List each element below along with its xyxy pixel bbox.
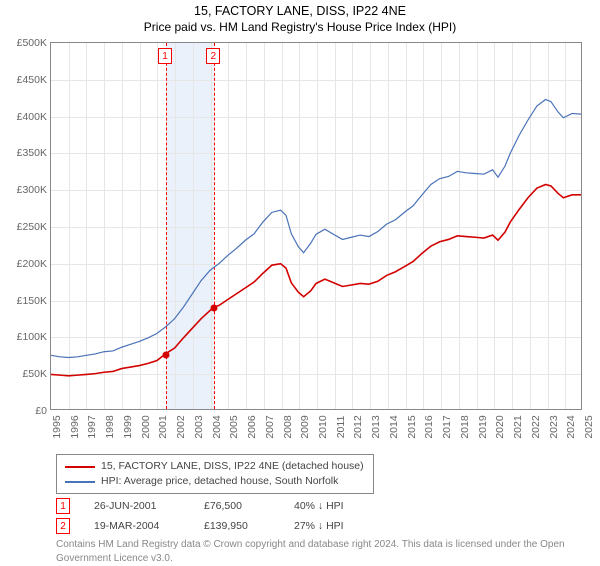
chart-title-address: 15, FACTORY LANE, DISS, IP22 4NE xyxy=(0,4,600,18)
x-axis-label: 2014 xyxy=(388,415,400,438)
legend-label: HPI: Average price, detached house, Sout… xyxy=(101,474,338,489)
y-axis-label: £0 xyxy=(35,405,47,417)
x-axis-label: 2018 xyxy=(459,415,471,438)
sale-row-date: 26-JUN-2001 xyxy=(94,500,204,512)
sale-point-dot xyxy=(211,304,218,311)
x-axis-label: 2023 xyxy=(548,415,560,438)
x-axis-label: 2007 xyxy=(264,415,276,438)
x-axis-label: 2006 xyxy=(246,415,258,438)
x-axis-label: 2000 xyxy=(140,415,152,438)
hpi-line xyxy=(51,99,581,357)
x-axis-label: 2009 xyxy=(299,415,311,438)
chart-title-sub: Price paid vs. HM Land Registry's House … xyxy=(0,20,600,34)
x-axis-label: 2012 xyxy=(352,415,364,438)
x-axis-label: 1995 xyxy=(51,415,63,438)
sale-point-dot xyxy=(163,351,170,358)
x-axis-label: 2005 xyxy=(228,415,240,438)
property-line xyxy=(51,184,581,375)
chart-lines xyxy=(51,43,581,410)
x-axis-label: 1998 xyxy=(104,415,116,438)
y-axis-label: £400K xyxy=(17,111,47,123)
x-axis-label: 2017 xyxy=(441,415,453,438)
x-axis-label: 2010 xyxy=(317,415,329,438)
sale-marker-tag: 2 xyxy=(206,48,220,64)
x-axis-label: 2002 xyxy=(175,415,187,438)
y-axis-label: £250K xyxy=(17,221,47,233)
x-axis-label: 2015 xyxy=(406,415,418,438)
sale-tag-number: 1 xyxy=(158,48,172,64)
x-axis-label: 2013 xyxy=(370,415,382,438)
sale-row-delta: 27% ↓ HPI xyxy=(294,520,394,532)
x-axis-label: 2016 xyxy=(423,415,435,438)
x-axis-label: 2022 xyxy=(530,415,542,438)
chart-titles: 15, FACTORY LANE, DISS, IP22 4NE Price p… xyxy=(0,0,600,34)
legend-swatch xyxy=(65,481,95,483)
x-axis-label: 2024 xyxy=(565,415,577,438)
x-axis-label: 2008 xyxy=(282,415,294,438)
y-axis-label: £300K xyxy=(17,184,47,196)
y-axis-label: £350K xyxy=(17,147,47,159)
x-axis-label: 2004 xyxy=(211,415,223,438)
x-axis-label: 2001 xyxy=(157,415,169,438)
legend-swatch xyxy=(65,466,95,468)
y-axis-label: £500K xyxy=(17,37,47,49)
y-axis-label: £100K xyxy=(17,331,47,343)
sale-row: 1 26-JUN-2001£76,50040% ↓ HPI xyxy=(56,498,394,514)
sale-marker-tag: 1 xyxy=(158,48,172,64)
legend-item: 15, FACTORY LANE, DISS, IP22 4NE (detach… xyxy=(65,459,365,474)
x-axis-label: 2025 xyxy=(583,415,595,438)
y-axis-label: £450K xyxy=(17,74,47,86)
sale-row-date: 19-MAR-2004 xyxy=(94,520,204,532)
sale-row-price: £76,500 xyxy=(204,500,294,512)
sale-tag-number: 2 xyxy=(206,48,220,64)
x-axis-label: 2020 xyxy=(494,415,506,438)
x-axis-label: 2021 xyxy=(512,415,524,438)
sale-row: 2 19-MAR-2004£139,95027% ↓ HPI xyxy=(56,518,394,534)
x-axis-label: 1997 xyxy=(86,415,98,438)
x-axis-label: 2019 xyxy=(477,415,489,438)
legend-box: 15, FACTORY LANE, DISS, IP22 4NE (detach… xyxy=(56,454,374,494)
sale-row-delta: 40% ↓ HPI xyxy=(294,500,394,512)
y-axis-label: £50K xyxy=(22,368,47,380)
x-axis-label: 2011 xyxy=(335,416,347,439)
copyright-text: Contains HM Land Registry data © Crown c… xyxy=(56,538,590,566)
sale-row-price: £139,950 xyxy=(204,520,294,532)
y-axis-label: £150K xyxy=(17,295,47,307)
legend-label: 15, FACTORY LANE, DISS, IP22 4NE (detach… xyxy=(101,459,364,474)
legend-item: HPI: Average price, detached house, Sout… xyxy=(65,474,365,489)
sale-row-number: 2 xyxy=(56,518,70,534)
chart-plot-area: £0£50K£100K£150K£200K£250K£300K£350K£400… xyxy=(50,42,582,410)
x-axis-label: 1999 xyxy=(122,415,134,438)
y-axis-label: £200K xyxy=(17,258,47,270)
sale-row-number: 1 xyxy=(56,498,70,514)
x-axis-label: 1996 xyxy=(69,415,81,438)
x-axis-label: 2003 xyxy=(193,415,205,438)
